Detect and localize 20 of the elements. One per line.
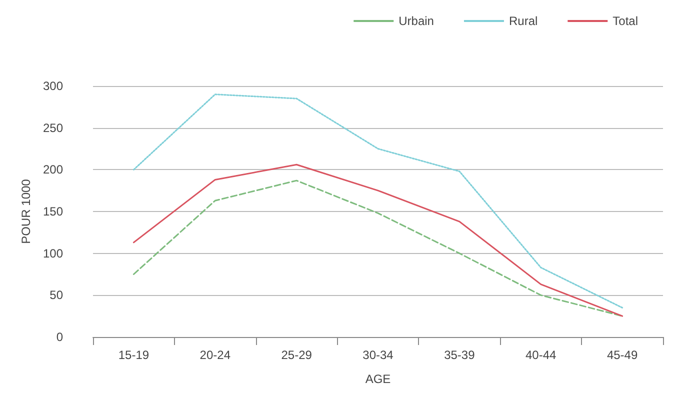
x-tick-label: 20-24 (200, 348, 231, 362)
x-tick-label: 40-44 (526, 348, 557, 362)
x-axis-title: AGE (365, 372, 391, 386)
x-tick-label: 15-19 (118, 348, 150, 362)
x-tick-label: 25-29 (281, 348, 312, 362)
x-tick-label: 45-49 (606, 348, 638, 362)
y-tick-label: 150 (42, 204, 64, 218)
x-tick-label: 30-34 (362, 348, 394, 362)
y-tick-label: 100 (42, 246, 64, 260)
x-tick-label: 35-39 (444, 348, 476, 362)
y-tick-label: 200 (42, 162, 64, 177)
line-series (132, 94, 624, 308)
y-tick-label: 50 (50, 288, 64, 302)
y-tick-label: 250 (42, 120, 64, 135)
legend-label: Urbain (398, 14, 434, 28)
y-tick-label: 0 (56, 330, 64, 344)
legend-label: Total (612, 14, 638, 28)
y-axis-title: POUR 1000 (19, 178, 34, 244)
y-tick-label: 300 (42, 79, 64, 93)
legend-label: Rural (508, 14, 538, 28)
